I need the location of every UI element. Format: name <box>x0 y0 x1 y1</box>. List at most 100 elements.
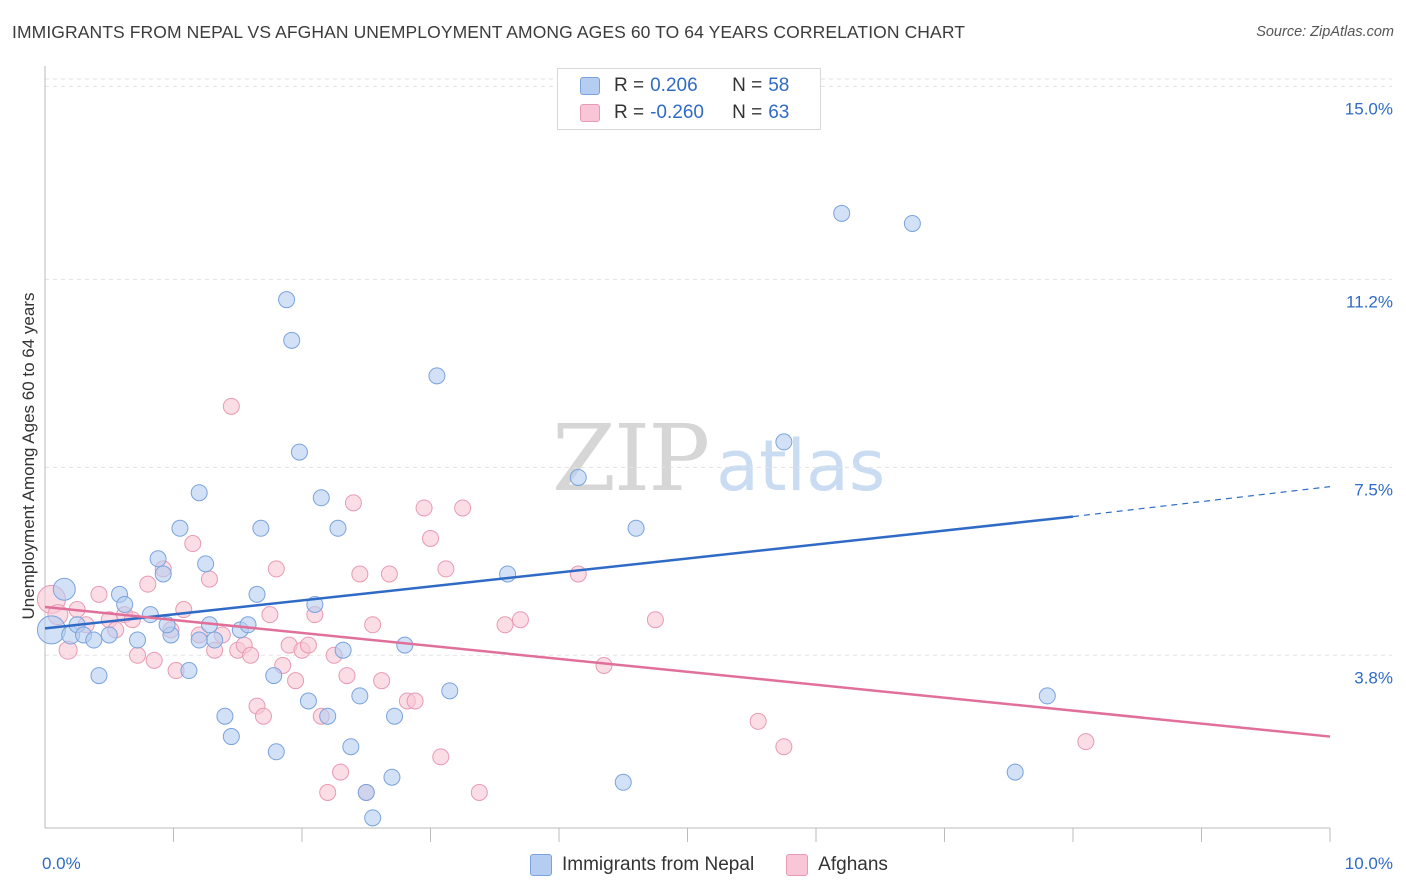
afghan-point <box>90 585 108 603</box>
nepal-point <box>180 662 198 680</box>
afghan-point <box>511 611 529 629</box>
nepal-point <box>396 636 414 654</box>
source-label: Source: ZipAtlas.com <box>1256 24 1394 40</box>
nepal-point <box>627 519 645 537</box>
nepal-point <box>216 707 234 725</box>
y-tick-label: 7.5% <box>1354 480 1393 499</box>
nepal-swatch <box>580 77 600 95</box>
y-tick-label: 15.0% <box>1345 99 1393 118</box>
afghan-point <box>415 499 433 517</box>
watermark: ZIP atlas <box>552 405 885 512</box>
nepal-point <box>775 433 793 451</box>
y-tick-label: 3.8% <box>1354 668 1393 687</box>
nepal-point <box>569 468 587 486</box>
r-value: 0.206 <box>650 75 698 96</box>
nepal-point <box>386 707 404 725</box>
afghans-swatch <box>580 104 600 122</box>
afghan-point <box>338 667 356 685</box>
afghan-point <box>569 565 587 583</box>
nepal-point <box>116 595 134 613</box>
nepal-point <box>100 626 118 644</box>
afghan-point <box>432 748 450 766</box>
n-label: N = <box>732 75 763 96</box>
afghans-swatch <box>786 854 809 876</box>
afghan-trend-line <box>44 605 1331 738</box>
legend-label-nepal: Immigrants from Nepal <box>562 854 755 875</box>
nepal-trend-extension <box>1072 486 1331 518</box>
afghan-point <box>344 494 362 512</box>
afghan-point <box>261 606 279 624</box>
nepal-point <box>197 555 215 573</box>
nepal-point <box>129 631 147 649</box>
nepal-point <box>154 565 172 583</box>
nepal-point <box>248 585 266 603</box>
chart-title: IMMIGRANTS FROM NEPAL VS AFGHAN UNEMPLOY… <box>12 22 966 42</box>
nepal-point <box>36 615 66 645</box>
nepal-point <box>190 484 208 502</box>
nepal-point <box>1038 687 1056 705</box>
n-label: N = <box>732 102 763 123</box>
nepal-trend-line <box>44 515 1074 630</box>
afghan-point <box>319 783 337 801</box>
afghan-point <box>267 560 285 578</box>
nepal-point <box>222 728 240 746</box>
nepal-point <box>329 519 347 537</box>
nepal-point <box>334 641 352 659</box>
nepal-point <box>319 707 337 725</box>
nepal-point <box>833 204 851 222</box>
afghan-point <box>1077 733 1095 751</box>
nepal-point <box>252 519 270 537</box>
afghan-point <box>406 692 424 710</box>
nepal-point <box>357 783 375 801</box>
series-legend: Immigrants from Nepal Afghans <box>530 852 920 878</box>
afghan-point <box>242 646 260 664</box>
nepal-point <box>903 214 921 232</box>
nepal-point <box>614 773 632 791</box>
afghan-point <box>145 651 163 669</box>
afghan-point <box>454 499 472 517</box>
afghan-point <box>351 565 369 583</box>
nepal-point <box>52 577 76 601</box>
afghan-point <box>139 575 157 593</box>
afghan-point <box>373 672 391 690</box>
afghan-point <box>646 611 664 629</box>
nepal-point <box>290 443 308 461</box>
afghan-point <box>200 570 218 588</box>
afghan-point <box>364 616 382 634</box>
afghan-point <box>254 707 272 725</box>
afghan-point <box>184 535 202 553</box>
legend-row-nepal: R = 0.206 N = 58 <box>580 74 789 98</box>
nepal-point <box>149 550 167 568</box>
nepal-point <box>351 687 369 705</box>
afghan-point <box>175 601 193 619</box>
afghan-point <box>129 646 147 664</box>
nepal-point <box>278 291 296 309</box>
legend-item-afghans[interactable]: Afghans <box>786 854 888 876</box>
nepal-point <box>239 616 257 634</box>
nepal-point <box>1006 763 1024 781</box>
y-axis-label: Unemployment Among Ages 60 to 64 years <box>19 292 38 620</box>
nepal-point <box>141 606 159 624</box>
nepal-point <box>171 519 189 537</box>
afghan-point <box>422 529 439 547</box>
legend-item-nepal[interactable]: Immigrants from Nepal <box>530 854 754 876</box>
correlation-legend: R = 0.206 N = 58 R = -0.260 N = 63 <box>557 68 821 130</box>
x-tick-label: 10.0% <box>1345 854 1393 873</box>
afghan-point <box>380 565 398 583</box>
nepal-swatch <box>530 854 552 876</box>
afghan-point <box>437 560 455 578</box>
r-label: R = <box>614 75 645 96</box>
nepal-point <box>342 738 360 756</box>
r-value: -0.260 <box>650 102 704 123</box>
legend-label-afghans: Afghans <box>818 854 888 875</box>
afghan-point <box>287 672 305 690</box>
nepal-point <box>190 631 208 649</box>
nepal-point <box>206 631 224 649</box>
nepal-point <box>441 682 459 700</box>
nepal-point <box>364 809 382 827</box>
afghan-point <box>299 636 317 654</box>
nepal-point <box>85 631 103 649</box>
afghan-point <box>222 397 240 415</box>
x-tick-label: 0.0% <box>42 854 81 873</box>
